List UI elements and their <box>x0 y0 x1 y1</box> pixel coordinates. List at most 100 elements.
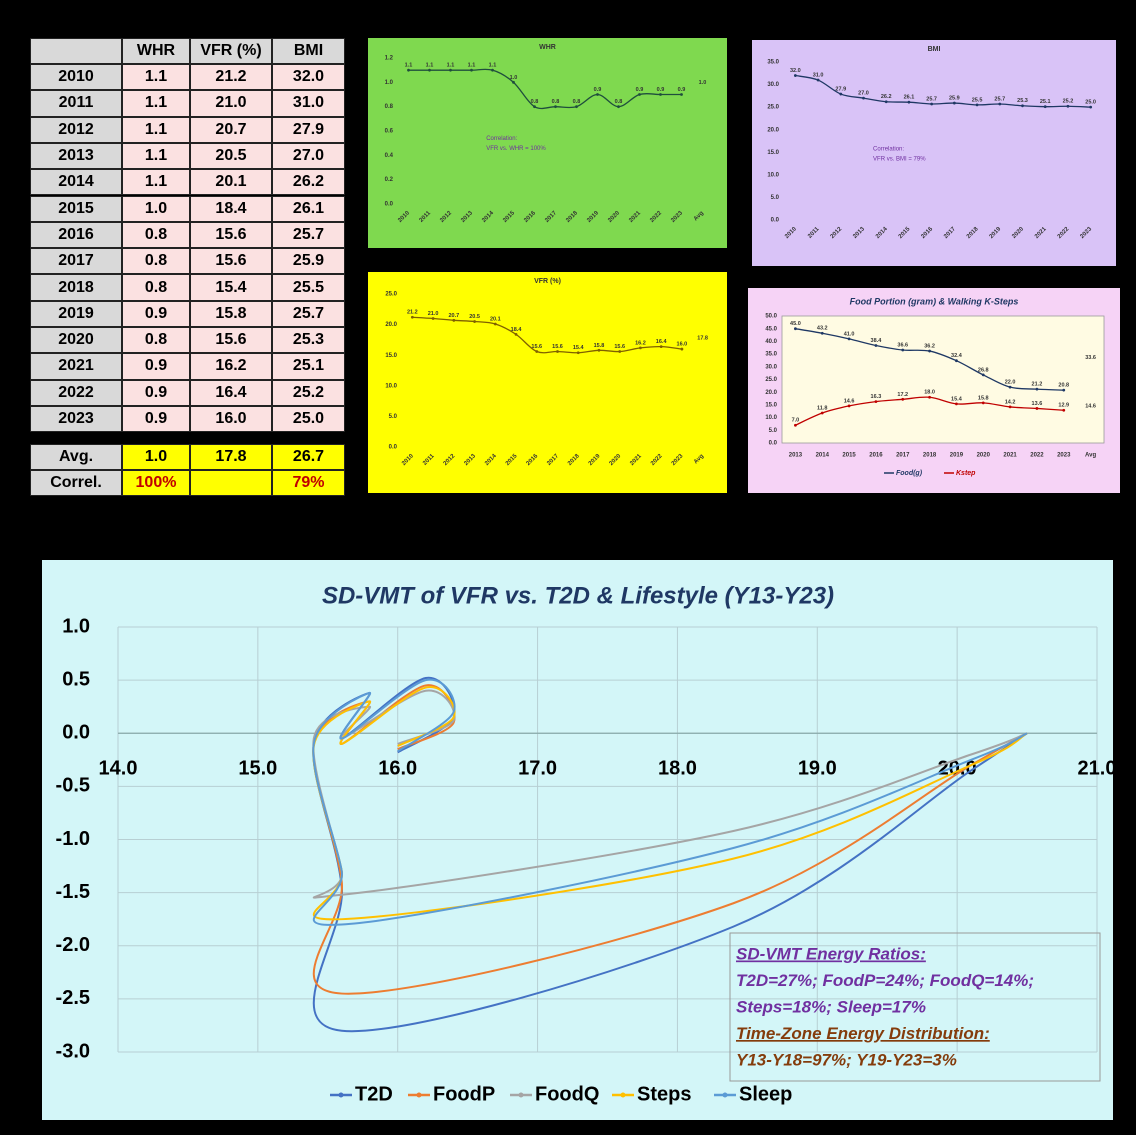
point <box>449 68 452 72</box>
y-tick-label: 0.2 <box>385 177 394 183</box>
y-tick-label: 15.0 <box>385 353 397 359</box>
data-label: 21.0 <box>428 311 439 317</box>
point <box>874 400 878 403</box>
data-label: 32.0 <box>790 68 801 74</box>
x-tick-label: Avg <box>1085 453 1096 459</box>
point <box>576 351 580 355</box>
y-tick-label: 35.0 <box>765 352 777 358</box>
y-tick-label: 5.0 <box>389 414 398 420</box>
x-tick-label: 2015 <box>842 453 856 459</box>
avg-label: 14.6 <box>1085 403 1096 409</box>
data-label: 26.1 <box>904 95 915 101</box>
point <box>428 68 431 72</box>
avg-label: 1.0 <box>699 80 707 86</box>
point <box>512 80 515 84</box>
point <box>659 93 662 96</box>
data-label: 25.7 <box>926 96 937 102</box>
point <box>952 101 956 105</box>
y-tick-label: 40.0 <box>765 339 777 345</box>
legend-marker <box>518 1092 524 1098</box>
point <box>928 349 931 353</box>
data-label: 1.1 <box>489 63 497 69</box>
data-label: 18.4 <box>511 327 523 333</box>
annotation: Steps=18%; Sleep=17% <box>736 997 926 1016</box>
data-label: 14.6 <box>844 398 855 404</box>
y-tick-label: 0.0 <box>769 441 778 447</box>
point <box>793 74 797 77</box>
point <box>491 68 494 72</box>
y-tick-label: 1.2 <box>385 56 394 62</box>
point <box>533 105 536 109</box>
x-tick-label: 18.0 <box>658 758 697 780</box>
point <box>452 318 456 322</box>
point <box>575 105 578 109</box>
data-label: 22.0 <box>1005 380 1016 386</box>
point <box>680 93 683 96</box>
legend-label: Sleep <box>739 1083 792 1105</box>
point <box>1035 387 1039 391</box>
point <box>535 350 539 353</box>
series-line <box>312 684 1028 995</box>
point <box>431 317 435 320</box>
point <box>975 103 979 107</box>
data-label: 21.2 <box>1032 382 1043 388</box>
point <box>554 105 557 109</box>
data-label: 18.0 <box>924 390 935 396</box>
x-tick-label: 2013 <box>789 453 803 459</box>
data-label: 1.1 <box>447 63 455 69</box>
data-label: 45.0 <box>790 321 801 327</box>
y-tick-label: 0.0 <box>389 445 398 451</box>
y-tick-label: 15.0 <box>765 402 777 408</box>
data-label: 20.1 <box>490 316 501 322</box>
data-label: 20.5 <box>469 314 480 320</box>
y-tick-label: 45.0 <box>765 326 777 332</box>
data-label: 7.0 <box>792 418 800 424</box>
annotation: Y13-Y18=97%; Y19-Y23=3% <box>736 1050 957 1069</box>
y-tick-label: 20.0 <box>385 322 397 328</box>
point <box>1035 407 1039 410</box>
data-label: 0.9 <box>636 87 644 93</box>
data-label: 27.0 <box>858 91 869 97</box>
y-tick-label: 0.6 <box>385 129 394 135</box>
y-tick-label: 20.0 <box>765 390 777 396</box>
annotation: T2D=27%; FoodP=24%; FoodQ=14%; <box>736 971 1034 990</box>
y-tick-label: 5.0 <box>769 428 778 434</box>
x-tick-label: 16.0 <box>378 758 417 780</box>
x-tick-label: 2019 <box>950 453 964 459</box>
data-label: 0.9 <box>594 87 602 93</box>
data-label: 26.2 <box>881 94 892 100</box>
series-line <box>408 68 682 110</box>
x-tick-label: 2017 <box>896 453 910 459</box>
legend-label: Food(g) <box>896 470 923 477</box>
y-tick-label: 0.8 <box>385 104 394 110</box>
x-tick-label: 2020 <box>977 453 991 459</box>
x-tick-label: 2022 <box>1030 453 1044 459</box>
data-label: 0.8 <box>531 99 539 105</box>
point <box>901 397 905 401</box>
data-label: 43.2 <box>817 326 828 332</box>
data-label: 31.0 <box>813 73 824 79</box>
data-label: 15.6 <box>614 344 625 350</box>
point <box>981 373 985 377</box>
point <box>639 346 642 350</box>
point <box>816 78 820 82</box>
data-label: 14.2 <box>1005 399 1016 405</box>
annotation-box <box>729 932 1101 1082</box>
data-label: 15.8 <box>978 395 989 401</box>
y-tick-label: 5.0 <box>771 195 780 201</box>
data-label: 36.2 <box>924 344 935 350</box>
data-label: 13.6 <box>1032 401 1043 407</box>
data-label: 21.2 <box>407 310 418 316</box>
x-tick-label: 21.0 <box>1078 758 1117 780</box>
data-label: 16.0 <box>677 342 688 348</box>
point <box>981 401 985 405</box>
y-tick-label: -0.5 <box>56 775 90 797</box>
chart-title: Food Portion (gram) & Walking K-Steps <box>850 296 1019 306</box>
data-label: 0.8 <box>573 99 581 105</box>
point <box>955 359 958 363</box>
legend-marker <box>620 1092 626 1098</box>
panel <box>368 38 727 248</box>
point <box>597 348 601 352</box>
x-tick-label: 2018 <box>923 453 937 459</box>
